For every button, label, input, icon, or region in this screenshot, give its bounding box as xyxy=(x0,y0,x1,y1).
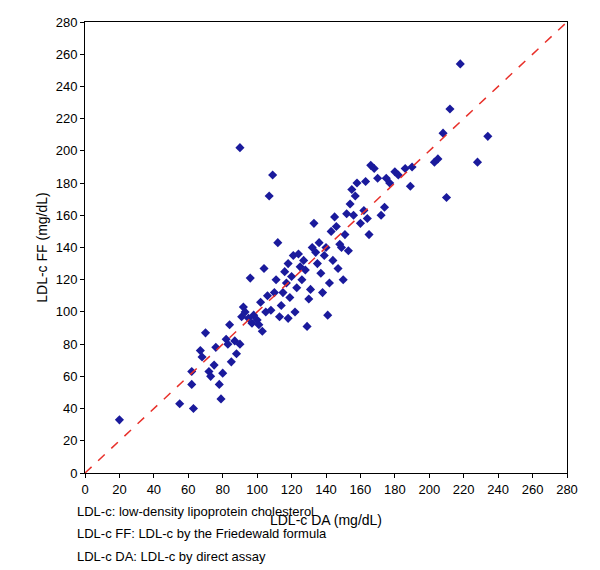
svg-text:160: 160 xyxy=(350,482,372,497)
svg-text:140: 140 xyxy=(56,240,78,255)
svg-text:LDL-c: low-density lipoprotein: LDL-c: low-density lipoprotein cholester… xyxy=(77,504,314,519)
svg-text:20: 20 xyxy=(112,482,126,497)
svg-text:100: 100 xyxy=(246,482,268,497)
svg-text:LDL-c FF (mg/dL): LDL-c FF (mg/dL) xyxy=(34,192,50,302)
svg-text:220: 220 xyxy=(453,482,475,497)
svg-text:120: 120 xyxy=(56,272,78,287)
svg-text:200: 200 xyxy=(56,143,78,158)
svg-text:LDL-c DA (mg/dL): LDL-c DA (mg/dL) xyxy=(270,512,382,528)
svg-text:260: 260 xyxy=(56,47,78,62)
svg-text:200: 200 xyxy=(418,482,440,497)
svg-text:280: 280 xyxy=(556,482,578,497)
svg-text:20: 20 xyxy=(63,433,77,448)
svg-text:140: 140 xyxy=(315,482,337,497)
svg-text:80: 80 xyxy=(215,482,229,497)
svg-text:180: 180 xyxy=(384,482,406,497)
svg-text:LDL-c DA: LDL-c by direct assa: LDL-c DA: LDL-c by direct assay xyxy=(77,549,266,564)
svg-text:40: 40 xyxy=(63,401,77,416)
svg-text:220: 220 xyxy=(56,111,78,126)
svg-text:260: 260 xyxy=(522,482,544,497)
svg-text:120: 120 xyxy=(281,482,303,497)
svg-text:40: 40 xyxy=(147,482,161,497)
svg-text:60: 60 xyxy=(181,482,195,497)
svg-text:240: 240 xyxy=(487,482,509,497)
svg-text:80: 80 xyxy=(63,337,77,352)
svg-text:LDL-c FF: LDL-c by the Friedew: LDL-c FF: LDL-c by the Friedewald formul… xyxy=(77,526,327,541)
svg-text:240: 240 xyxy=(56,79,78,94)
svg-text:160: 160 xyxy=(56,208,78,223)
svg-text:60: 60 xyxy=(63,369,77,384)
svg-text:280: 280 xyxy=(56,15,78,30)
svg-text:0: 0 xyxy=(70,466,77,481)
svg-text:100: 100 xyxy=(56,304,78,319)
svg-text:0: 0 xyxy=(81,482,88,497)
svg-text:180: 180 xyxy=(56,176,78,191)
